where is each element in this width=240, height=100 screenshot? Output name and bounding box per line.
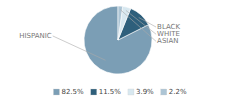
legend-label: 2.2% (169, 88, 187, 96)
legend: 82.5% 11.5% 3.9% 2.2% (53, 88, 186, 96)
legend-swatch (91, 89, 97, 95)
pie-slice (84, 6, 152, 74)
slice-label: HISPANIC (19, 32, 52, 40)
legend-label: 11.5% (99, 88, 122, 96)
pie-slice (118, 6, 131, 40)
legend-swatch (128, 89, 134, 95)
leader-line (53, 36, 106, 60)
legend-label: 82.5% (61, 88, 84, 96)
annotations: HISPANICBLACKWHITEASIAN (19, 9, 180, 60)
leader-line (126, 10, 156, 34)
chart: HISPANICBLACKWHITEASIAN 82.5% 11.5% 3.9% 2.2… (0, 0, 240, 100)
pie (84, 6, 152, 74)
slice-label: ASIAN (157, 37, 178, 45)
chart-container: HISPANICBLACKWHITEASIAN 82.5% 11.5% 3.9% 2.2… (0, 0, 240, 100)
legend-swatch (53, 89, 59, 95)
leader-line (120, 9, 156, 41)
legend-label: 3.9% (136, 88, 154, 96)
legend-swatch (161, 89, 167, 95)
